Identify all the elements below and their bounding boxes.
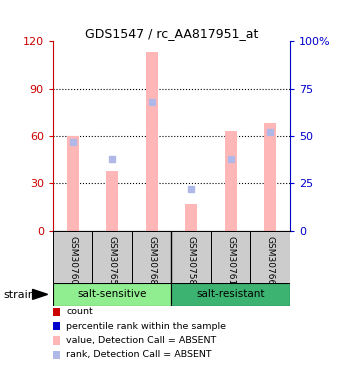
Bar [171, 231, 211, 283]
Text: value, Detection Call = ABSENT: value, Detection Call = ABSENT [66, 336, 217, 345]
Bar [53, 231, 92, 283]
Bar [146, 52, 158, 231]
Text: strain: strain [3, 290, 35, 300]
Bar [171, 283, 290, 306]
Text: GSM30758: GSM30758 [187, 236, 196, 285]
Text: GSM30766: GSM30766 [266, 236, 275, 285]
Text: GSM30761: GSM30761 [226, 236, 235, 285]
Text: salt-sensitive: salt-sensitive [77, 290, 147, 299]
Bar [250, 231, 290, 283]
Text: rank, Detection Call = ABSENT: rank, Detection Call = ABSENT [66, 350, 212, 359]
Text: percentile rank within the sample: percentile rank within the sample [66, 322, 226, 331]
Bar [225, 131, 237, 231]
Bar [185, 204, 197, 231]
Text: salt-resistant: salt-resistant [196, 290, 265, 299]
Bar [264, 123, 276, 231]
Bar [53, 283, 171, 306]
Bar [132, 231, 171, 283]
Bar [67, 136, 78, 231]
Polygon shape [33, 290, 47, 299]
Text: GSM30765: GSM30765 [108, 236, 117, 285]
Bar [92, 231, 132, 283]
Text: GSM30768: GSM30768 [147, 236, 156, 285]
Text: GSM30760: GSM30760 [68, 236, 77, 285]
Text: count: count [66, 308, 93, 316]
Bar [106, 171, 118, 231]
Bar [211, 231, 250, 283]
Title: GDS1547 / rc_AA817951_at: GDS1547 / rc_AA817951_at [85, 27, 258, 40]
